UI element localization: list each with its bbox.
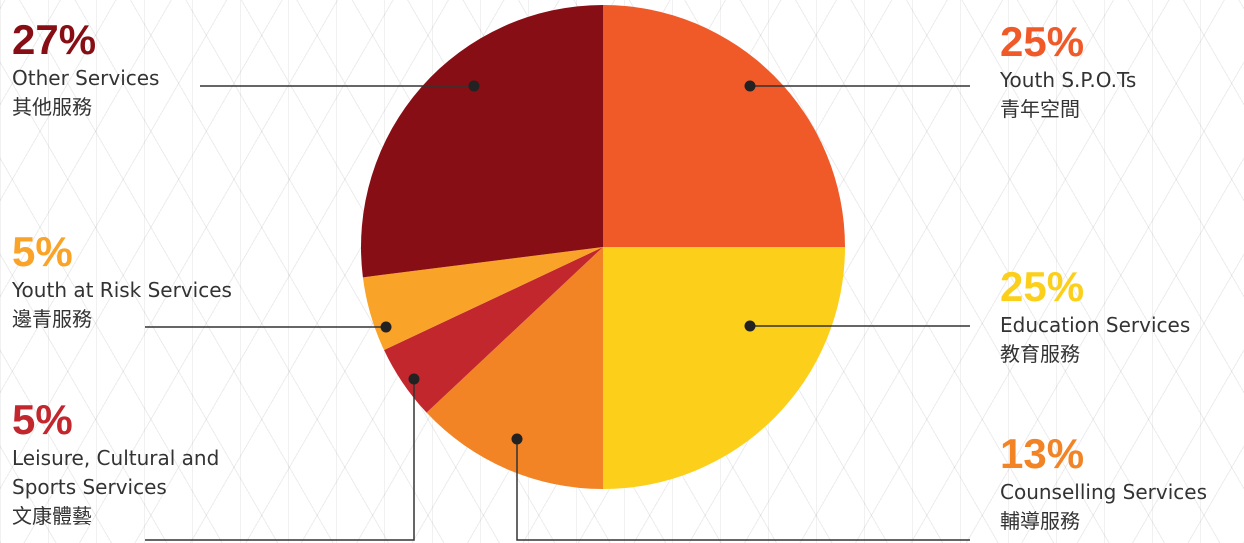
percent-leisure: 5% bbox=[12, 396, 73, 443]
pie-slice-other bbox=[361, 5, 603, 278]
pie-slice-youth-spots bbox=[603, 5, 845, 247]
percent-education: 25% bbox=[1000, 263, 1085, 310]
label-other-zh: 其他服務 bbox=[12, 95, 92, 119]
label-youth-at-risk-zh: 邊青服務 bbox=[12, 307, 92, 331]
leader-line-leisure bbox=[145, 379, 415, 541]
leader-line-counselling bbox=[516, 439, 970, 541]
label-leisure-zh: 文康體藝 bbox=[12, 504, 92, 528]
label-education-en: Education Services bbox=[1000, 313, 1191, 337]
label-youth-spots-en: Youth S.P.O.Ts bbox=[1000, 68, 1137, 92]
percent-youth-at-risk: 5% bbox=[12, 228, 73, 275]
leader-dot-education bbox=[744, 320, 756, 332]
leader-dot-youth-spots bbox=[744, 80, 756, 92]
label-leisure-en: Leisure, Cultural and Sports Services bbox=[12, 446, 220, 499]
leader-dots bbox=[380, 80, 756, 445]
label-youth-spots: 25% Youth S.P.O.Ts 青年空間 bbox=[1000, 20, 1136, 124]
percent-youth-spots: 25% bbox=[1000, 18, 1085, 65]
label-education-zh: 教育服務 bbox=[1000, 342, 1080, 366]
pie-slice-youth-at-risk bbox=[362, 247, 603, 351]
label-leisure: 5% Leisure, Cultural and Sports Services… bbox=[12, 398, 262, 531]
leader-dot-leisure bbox=[408, 373, 420, 385]
label-other: 27% Other Services 其他服務 bbox=[12, 18, 159, 122]
leader-lines bbox=[145, 85, 970, 541]
label-education: 25% Education Services 教育服務 bbox=[1000, 265, 1190, 369]
label-youth-at-risk-en: Youth at Risk Services bbox=[12, 278, 232, 302]
leader-dot-counselling bbox=[511, 433, 523, 445]
leader-dot-youth-at-risk bbox=[380, 321, 392, 333]
pie-slice-leisure bbox=[384, 247, 603, 413]
label-other-en: Other Services bbox=[12, 66, 160, 90]
percent-other: 27% bbox=[12, 16, 97, 63]
percent-counselling: 13% bbox=[1000, 430, 1085, 477]
label-youth-at-risk: 5% Youth at Risk Services 邊青服務 bbox=[12, 230, 232, 334]
label-youth-spots-zh: 青年空間 bbox=[1000, 97, 1080, 121]
leader-dot-other bbox=[468, 80, 480, 92]
label-counselling: 13% Counselling Services 輔導服務 bbox=[1000, 432, 1207, 536]
pie-slice-counselling bbox=[426, 247, 603, 489]
pie-slice-education bbox=[603, 247, 845, 489]
pie-slices bbox=[361, 5, 845, 489]
label-counselling-en: Counselling Services bbox=[1000, 480, 1208, 504]
label-counselling-zh: 輔導服務 bbox=[1000, 509, 1080, 533]
